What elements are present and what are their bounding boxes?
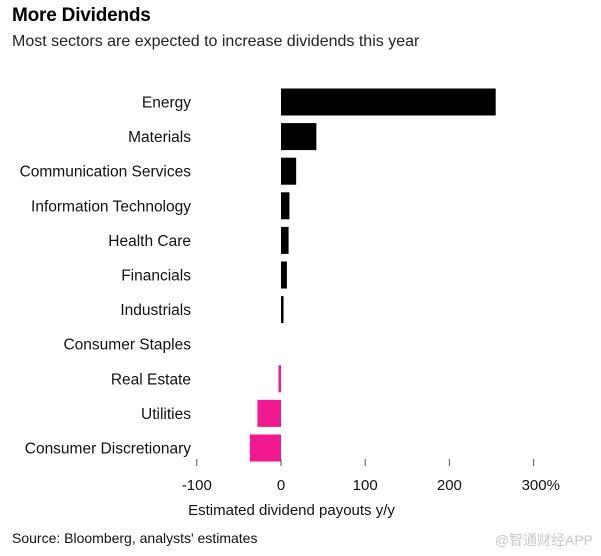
bar [281,123,317,151]
bar [281,226,289,254]
category-label: Materials [128,129,191,146]
category-label: Health Care [108,233,191,250]
bar [257,399,281,427]
bar [281,192,290,220]
chart-title: More Dividends [12,5,151,26]
bar [281,296,284,324]
x-tick-label: 200 [437,477,462,494]
bar [278,365,281,393]
category-label: Utilities [141,406,191,423]
category-label: Information Technology [31,198,191,215]
category-label: Real Estate [111,371,191,388]
category-label: Consumer Discretionary [25,441,191,458]
source-note: Source: Bloomberg, analysts' estimates [12,530,258,546]
x-tick-label: -100 [182,477,212,494]
category-label: Energy [142,95,191,112]
bar [281,157,297,185]
category-label: Consumer Staples [63,337,191,354]
bar [249,434,281,462]
x-tick-label: 0 [277,477,285,494]
bar [281,261,287,289]
chart-subtitle: Most sectors are expected to increase di… [12,33,420,50]
x-tick-label: 300% [522,477,560,494]
bar [281,88,496,116]
x-tick-label: 100 [353,477,378,494]
category-label: Industrials [120,302,191,319]
category-label: Financials [121,268,191,285]
category-label: Communication Services [20,164,192,181]
watermark: @智通财经APP [494,532,593,548]
x-axis-label: Estimated dividend payouts y/y [188,502,395,519]
